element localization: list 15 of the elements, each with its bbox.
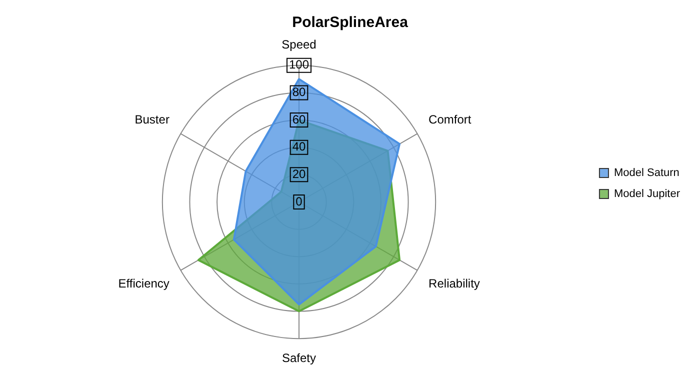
spoke-label: Speed — [282, 38, 316, 52]
y-tick-label: 40 — [292, 140, 306, 154]
y-tick-label: 0 — [296, 194, 303, 208]
y-tick-label: 80 — [292, 85, 306, 100]
y-tick-label: 60 — [292, 112, 306, 126]
y-tick-label: 100 — [288, 58, 310, 72]
spoke-label: Buster — [134, 112, 170, 126]
spoke-label: Comfort — [428, 112, 472, 126]
spoke-label: Reliability — [428, 276, 480, 290]
legend-label: Model Jupiter — [614, 188, 680, 200]
chart-title: PolarSplineArea — [292, 14, 409, 32]
spoke-label: Safety — [282, 351, 316, 366]
legend-label: Model Saturn — [614, 167, 680, 180]
spoke-label: Efficiency — [118, 276, 170, 290]
y-tick-label: 20 — [292, 166, 306, 181]
